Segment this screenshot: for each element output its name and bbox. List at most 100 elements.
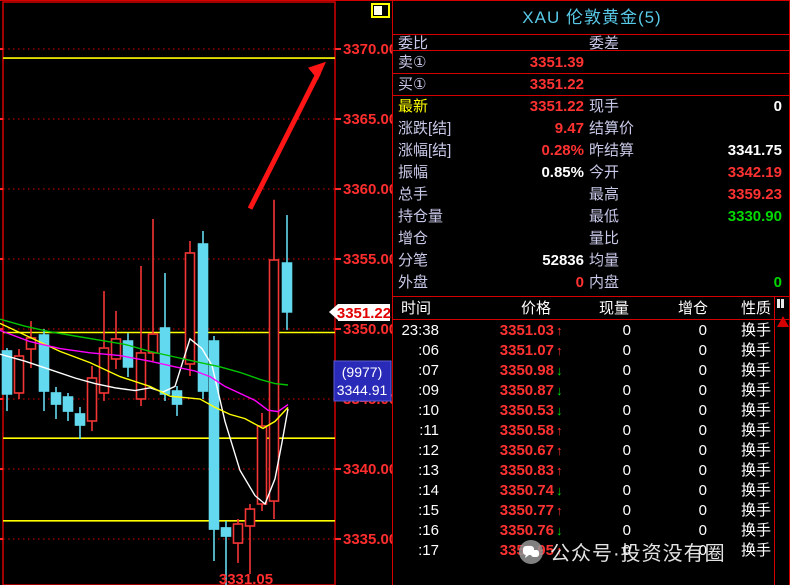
tick-row: :14 3350.74 ↓ 0 0 换手 bbox=[393, 481, 773, 501]
bid-ask-diff-label: 委差 bbox=[589, 35, 620, 52]
candlestick-chart[interactable]: 3370.003365.003360.003355.003350.003345.… bbox=[0, 1, 392, 585]
quote-label: 涨跌[结] bbox=[398, 120, 452, 137]
tick-open-interest: 0 bbox=[698, 502, 707, 519]
quote-label: 均量 bbox=[589, 252, 620, 269]
tick-price: 3351.03 bbox=[499, 322, 554, 339]
tick-volume: 0 bbox=[622, 382, 631, 399]
watermark: 公众号·投资没有圈 bbox=[518, 537, 726, 566]
divider bbox=[393, 319, 790, 320]
candle-body bbox=[74, 413, 86, 426]
tick-type: 换手 bbox=[740, 422, 771, 439]
quote-label: 内盘 bbox=[589, 274, 620, 291]
divider bbox=[393, 50, 790, 51]
tick-direction-icon: ↑ bbox=[556, 323, 563, 338]
tick-type: 换手 bbox=[740, 502, 771, 519]
divider bbox=[393, 95, 790, 96]
tick-row: :15 3350.77 ↑ 0 0 换手 bbox=[393, 501, 773, 521]
splitter-icon[interactable] bbox=[777, 299, 788, 308]
tick-time: :16 bbox=[418, 522, 439, 539]
quote-label: 总手 bbox=[398, 186, 429, 203]
tick-direction-icon: ↑ bbox=[556, 503, 563, 518]
tick-time: :11 bbox=[419, 422, 439, 439]
candle-body bbox=[208, 340, 220, 530]
tick-open-interest: 0 bbox=[698, 402, 707, 419]
quote-label: 昨结算 bbox=[589, 142, 635, 159]
tick-volume: 0 bbox=[622, 442, 631, 459]
quote-value bbox=[643, 251, 782, 271]
tick-open-interest: 0 bbox=[698, 382, 707, 399]
tick-col-header: 现量 bbox=[598, 300, 629, 317]
session-low-label: 3331.05 bbox=[219, 571, 273, 585]
tick-row: :13 3350.83 ↑ 0 0 换手 bbox=[393, 461, 773, 481]
tick-open-interest: 0 bbox=[698, 422, 707, 439]
tick-time: :06 bbox=[418, 342, 439, 359]
quote-value bbox=[643, 229, 782, 249]
tick-direction-icon: ↑ bbox=[556, 463, 563, 478]
price-tag-value: 3351.22 bbox=[337, 305, 391, 322]
tick-type: 换手 bbox=[740, 482, 771, 499]
tick-volume: 0 bbox=[622, 322, 631, 339]
tick-open-interest: 0 bbox=[698, 462, 707, 479]
candle-body bbox=[38, 334, 50, 392]
tick-col-header: 性质 bbox=[740, 300, 771, 317]
tick-price: 3350.58 bbox=[499, 422, 554, 439]
tick-table-scrollbar[interactable] bbox=[774, 296, 790, 585]
tick-time: :17 bbox=[418, 542, 439, 559]
blue-tag bbox=[333, 360, 392, 402]
tick-price: 3350.83 bbox=[499, 462, 554, 479]
tick-price: 3350.87 bbox=[499, 382, 554, 399]
restore-window-icon-fill[interactable] bbox=[374, 6, 382, 15]
candle-body bbox=[220, 527, 232, 537]
quote-label: 最高 bbox=[589, 186, 620, 203]
tick-direction-icon: ↓ bbox=[556, 483, 563, 498]
tick-volume: 0 bbox=[622, 482, 631, 499]
y-axis-label: 3355.00 bbox=[343, 251, 392, 268]
candle-body bbox=[197, 243, 209, 392]
tick-volume: 0 bbox=[622, 502, 631, 519]
watermark-text: 公众号·投资没有圈 bbox=[550, 543, 726, 565]
tick-time: :10 bbox=[418, 402, 439, 419]
tick-type: 换手 bbox=[740, 322, 771, 339]
tick-type: 换手 bbox=[740, 362, 771, 379]
candle-body bbox=[281, 262, 293, 313]
scroll-up-arrow-icon[interactable] bbox=[777, 316, 789, 327]
quote-label: 最新 bbox=[398, 98, 429, 115]
tick-row: 23:38 3351.03 ↑ 0 0 换手 bbox=[393, 321, 773, 341]
quote-panel: XAU 伦敦黄金(5) 委比 委差 卖① 3351.39 买① 3351.22 … bbox=[392, 1, 790, 585]
tick-row: :16 3350.76 ↓ 0 0 换手 bbox=[393, 521, 773, 541]
quote-label: 涨幅[结] bbox=[398, 142, 452, 159]
quote-value bbox=[453, 229, 584, 249]
tick-open-interest: 0 bbox=[698, 542, 707, 559]
tick-volume: 0 bbox=[622, 342, 631, 359]
candle-body bbox=[1, 350, 13, 395]
quote-value: 3359.23 bbox=[727, 186, 782, 203]
quote-value: 3342.19 bbox=[727, 164, 782, 181]
instrument-title: XAU 伦敦黄金(5) bbox=[522, 8, 662, 27]
tick-price: 3350.77 bbox=[499, 502, 554, 519]
y-axis-label: 3350.00 bbox=[343, 321, 392, 338]
candle-body bbox=[184, 252, 196, 365]
tick-row: :11 3350.58 ↑ 0 0 换手 bbox=[393, 421, 773, 441]
quote-value: 0 bbox=[773, 98, 782, 115]
tick-type: 换手 bbox=[740, 522, 771, 539]
blue-tag-line2: 3344.91 bbox=[337, 382, 388, 398]
tick-volume: 0 bbox=[622, 362, 631, 379]
quote-value: 52836 bbox=[542, 252, 584, 269]
ask1-label: 卖① bbox=[398, 54, 427, 71]
tick-open-interest: 0 bbox=[698, 342, 707, 359]
bid1-label: 买① bbox=[398, 76, 427, 93]
divider bbox=[393, 73, 790, 74]
quote-label: 外盘 bbox=[398, 274, 429, 291]
quote-label: 最低 bbox=[589, 208, 620, 225]
bid-ratio-label: 委比 bbox=[398, 35, 429, 52]
tick-direction-icon: ↑ bbox=[556, 343, 563, 358]
tick-direction-icon: ↓ bbox=[556, 403, 563, 418]
candle-body bbox=[159, 327, 171, 395]
tick-time: :07 bbox=[418, 362, 439, 379]
tick-volume: 0 bbox=[622, 422, 631, 439]
quote-value: 0.85% bbox=[541, 164, 584, 181]
tick-row: :12 3350.67 ↑ 0 0 换手 bbox=[393, 441, 773, 461]
tick-volume: 0 bbox=[622, 402, 631, 419]
y-axis-label: 3360.00 bbox=[343, 181, 392, 198]
